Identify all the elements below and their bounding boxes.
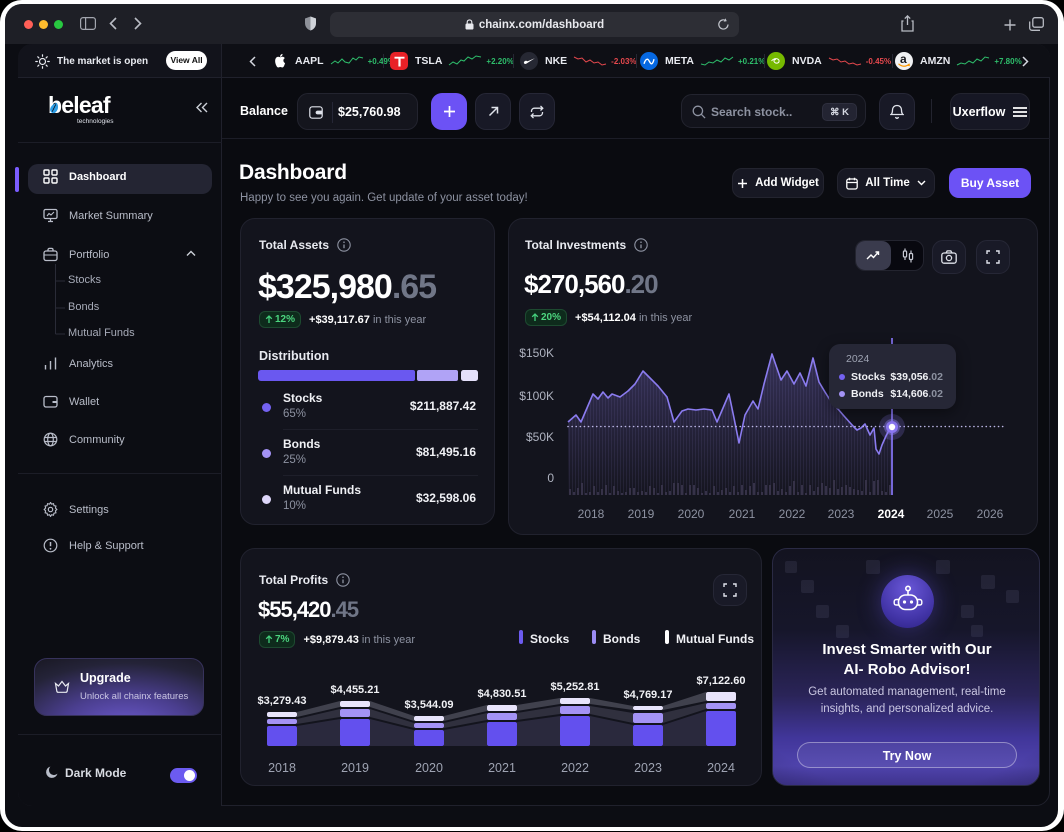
svg-text:$50K: $50K: [526, 430, 554, 444]
svg-text:2018: 2018: [578, 507, 605, 521]
svg-text:2026: 2026: [977, 507, 1004, 521]
svg-text:2020: 2020: [415, 761, 443, 775]
svg-text:2023: 2023: [634, 761, 662, 775]
svg-text:0: 0: [547, 471, 554, 485]
svg-text:2020: 2020: [678, 507, 705, 521]
svg-text:2022: 2022: [561, 761, 589, 775]
svg-text:2021: 2021: [488, 761, 516, 775]
svg-text:2019: 2019: [341, 761, 369, 775]
svg-text:$4,769.17: $4,769.17: [624, 689, 673, 701]
svg-text:$4,455.21: $4,455.21: [331, 684, 380, 696]
svg-text:$150K: $150K: [519, 346, 554, 360]
svg-text:$7,122.60: $7,122.60: [697, 675, 746, 687]
svg-text:2018: 2018: [268, 761, 296, 775]
svg-text:$3,279.43: $3,279.43: [258, 695, 307, 707]
svg-text:2022: 2022: [779, 507, 806, 521]
svg-text:2024: 2024: [878, 507, 905, 521]
svg-text:$3,544.09: $3,544.09: [405, 699, 454, 711]
svg-text:2024: 2024: [707, 761, 735, 775]
svg-text:2021: 2021: [729, 507, 756, 521]
svg-text:$5,252.81: $5,252.81: [551, 681, 600, 693]
svg-text:2025: 2025: [927, 507, 954, 521]
svg-text:$100K: $100K: [519, 389, 554, 403]
svg-text:$4,830.51: $4,830.51: [478, 688, 527, 700]
svg-text:2019: 2019: [628, 507, 655, 521]
svg-text:2023: 2023: [828, 507, 855, 521]
